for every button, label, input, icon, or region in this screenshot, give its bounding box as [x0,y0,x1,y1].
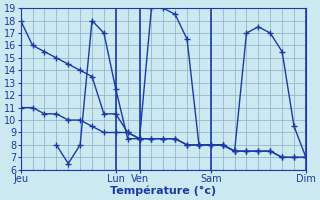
X-axis label: Température (°c): Température (°c) [110,185,216,196]
